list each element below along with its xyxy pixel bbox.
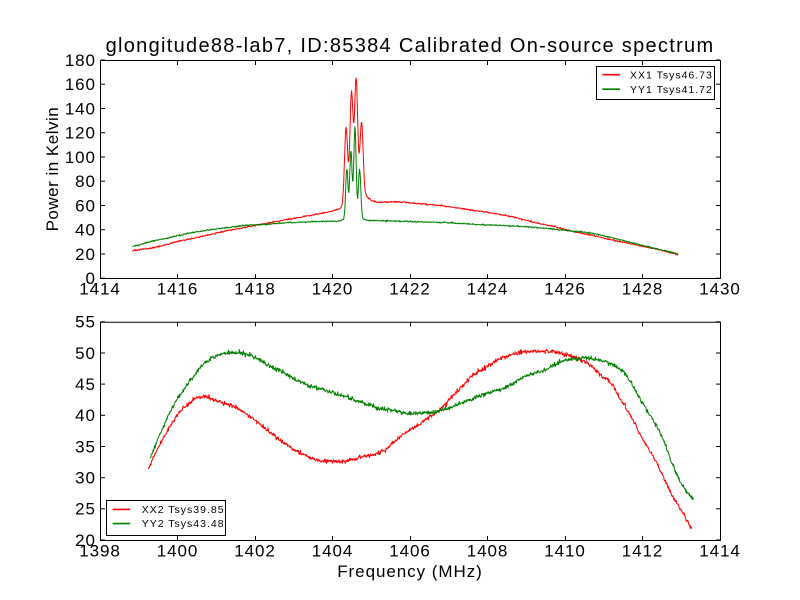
svg-text:35: 35 [75,437,96,456]
svg-text:1422: 1422 [389,280,430,299]
svg-text:30: 30 [75,469,96,488]
svg-text:1406: 1406 [389,541,430,560]
svg-text:XX2 Tsys39.85: XX2 Tsys39.85 [142,504,225,516]
svg-text:100: 100 [65,148,96,167]
svg-text:1426: 1426 [544,280,585,299]
svg-text:1424: 1424 [467,280,508,299]
svg-text:0: 0 [86,269,96,288]
svg-text:YY2 Tsys43.48: YY2 Tsys43.48 [142,518,225,530]
svg-text:1418: 1418 [234,280,275,299]
svg-text:glongitude88-lab7, ID:85384 Ca: glongitude88-lab7, ID:85384 Calibrated O… [106,35,715,57]
svg-text:25: 25 [75,500,96,519]
svg-text:80: 80 [75,172,96,191]
svg-text:1414: 1414 [79,280,120,299]
svg-text:20: 20 [75,531,96,550]
svg-text:1408: 1408 [467,541,508,560]
svg-text:1402: 1402 [234,541,275,560]
svg-text:1410: 1410 [544,541,585,560]
svg-text:1400: 1400 [157,541,198,560]
svg-text:60: 60 [75,196,96,215]
svg-text:XX1 Tsys46.73: XX1 Tsys46.73 [630,69,713,81]
svg-text:160: 160 [65,75,96,94]
svg-text:1404: 1404 [312,541,353,560]
svg-text:50: 50 [75,344,96,363]
svg-text:40: 40 [75,406,96,425]
svg-text:20: 20 [75,245,96,264]
svg-text:Frequency (MHz): Frequency (MHz) [337,562,483,581]
svg-text:1398: 1398 [79,541,120,560]
svg-text:YY1 Tsys41.72: YY1 Tsys41.72 [630,84,713,96]
svg-text:1412: 1412 [622,541,663,560]
svg-text:45: 45 [75,375,96,394]
svg-text:1414: 1414 [699,541,740,560]
svg-text:1428: 1428 [622,280,663,299]
svg-text:55: 55 [75,313,96,332]
svg-text:120: 120 [65,124,96,143]
svg-text:40: 40 [75,221,96,240]
svg-text:180: 180 [65,51,96,70]
svg-text:Power in Kelvin: Power in Kelvin [43,107,62,232]
svg-text:140: 140 [65,99,96,118]
svg-text:1416: 1416 [157,280,198,299]
svg-text:1430: 1430 [699,280,740,299]
svg-text:1420: 1420 [312,280,353,299]
